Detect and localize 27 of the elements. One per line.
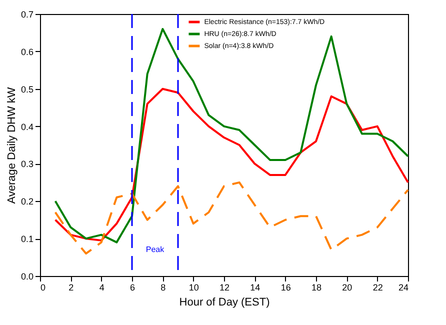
y-tick-label: 0.6 [20, 46, 34, 57]
y-tick-label: 0.4 [20, 122, 34, 132]
y-tick-label: 0.7 [20, 10, 34, 20]
annotation: Peak [146, 245, 166, 254]
y-tick-label: 0.5 [20, 84, 34, 94]
x-tick-label: 0 [40, 282, 46, 292]
x-tick-label: 20 [342, 282, 352, 292]
x-tick-label: 8 [160, 282, 166, 292]
x-axis-title: Hour of Day (EST) [179, 296, 270, 308]
x-tick-label: 10 [188, 282, 199, 292]
x-tick-label: 12 [219, 282, 230, 292]
y-tick-label: 0.0 [20, 272, 34, 282]
x-tick-label: 2 [68, 282, 74, 292]
y-tick-label: 0.2 [20, 196, 34, 207]
y-tick-label: 0.1 [20, 234, 34, 244]
x-tick-label: 18 [311, 282, 322, 292]
line-series [54, 28, 409, 244]
x-tick-label: 16 [280, 282, 291, 292]
x-tick-label: 22 [372, 282, 383, 292]
line-series [54, 88, 409, 242]
y-axis-title: Average Daily DHW kW [6, 86, 18, 204]
x-tick-label: 6 [130, 282, 136, 292]
x-tick-label: 14 [250, 282, 260, 292]
y-tick-label: 0.3 [20, 159, 34, 170]
x-tick-label: 4 [99, 282, 104, 292]
line-series [54, 181, 409, 255]
x-tick-label: 24 [398, 282, 408, 292]
